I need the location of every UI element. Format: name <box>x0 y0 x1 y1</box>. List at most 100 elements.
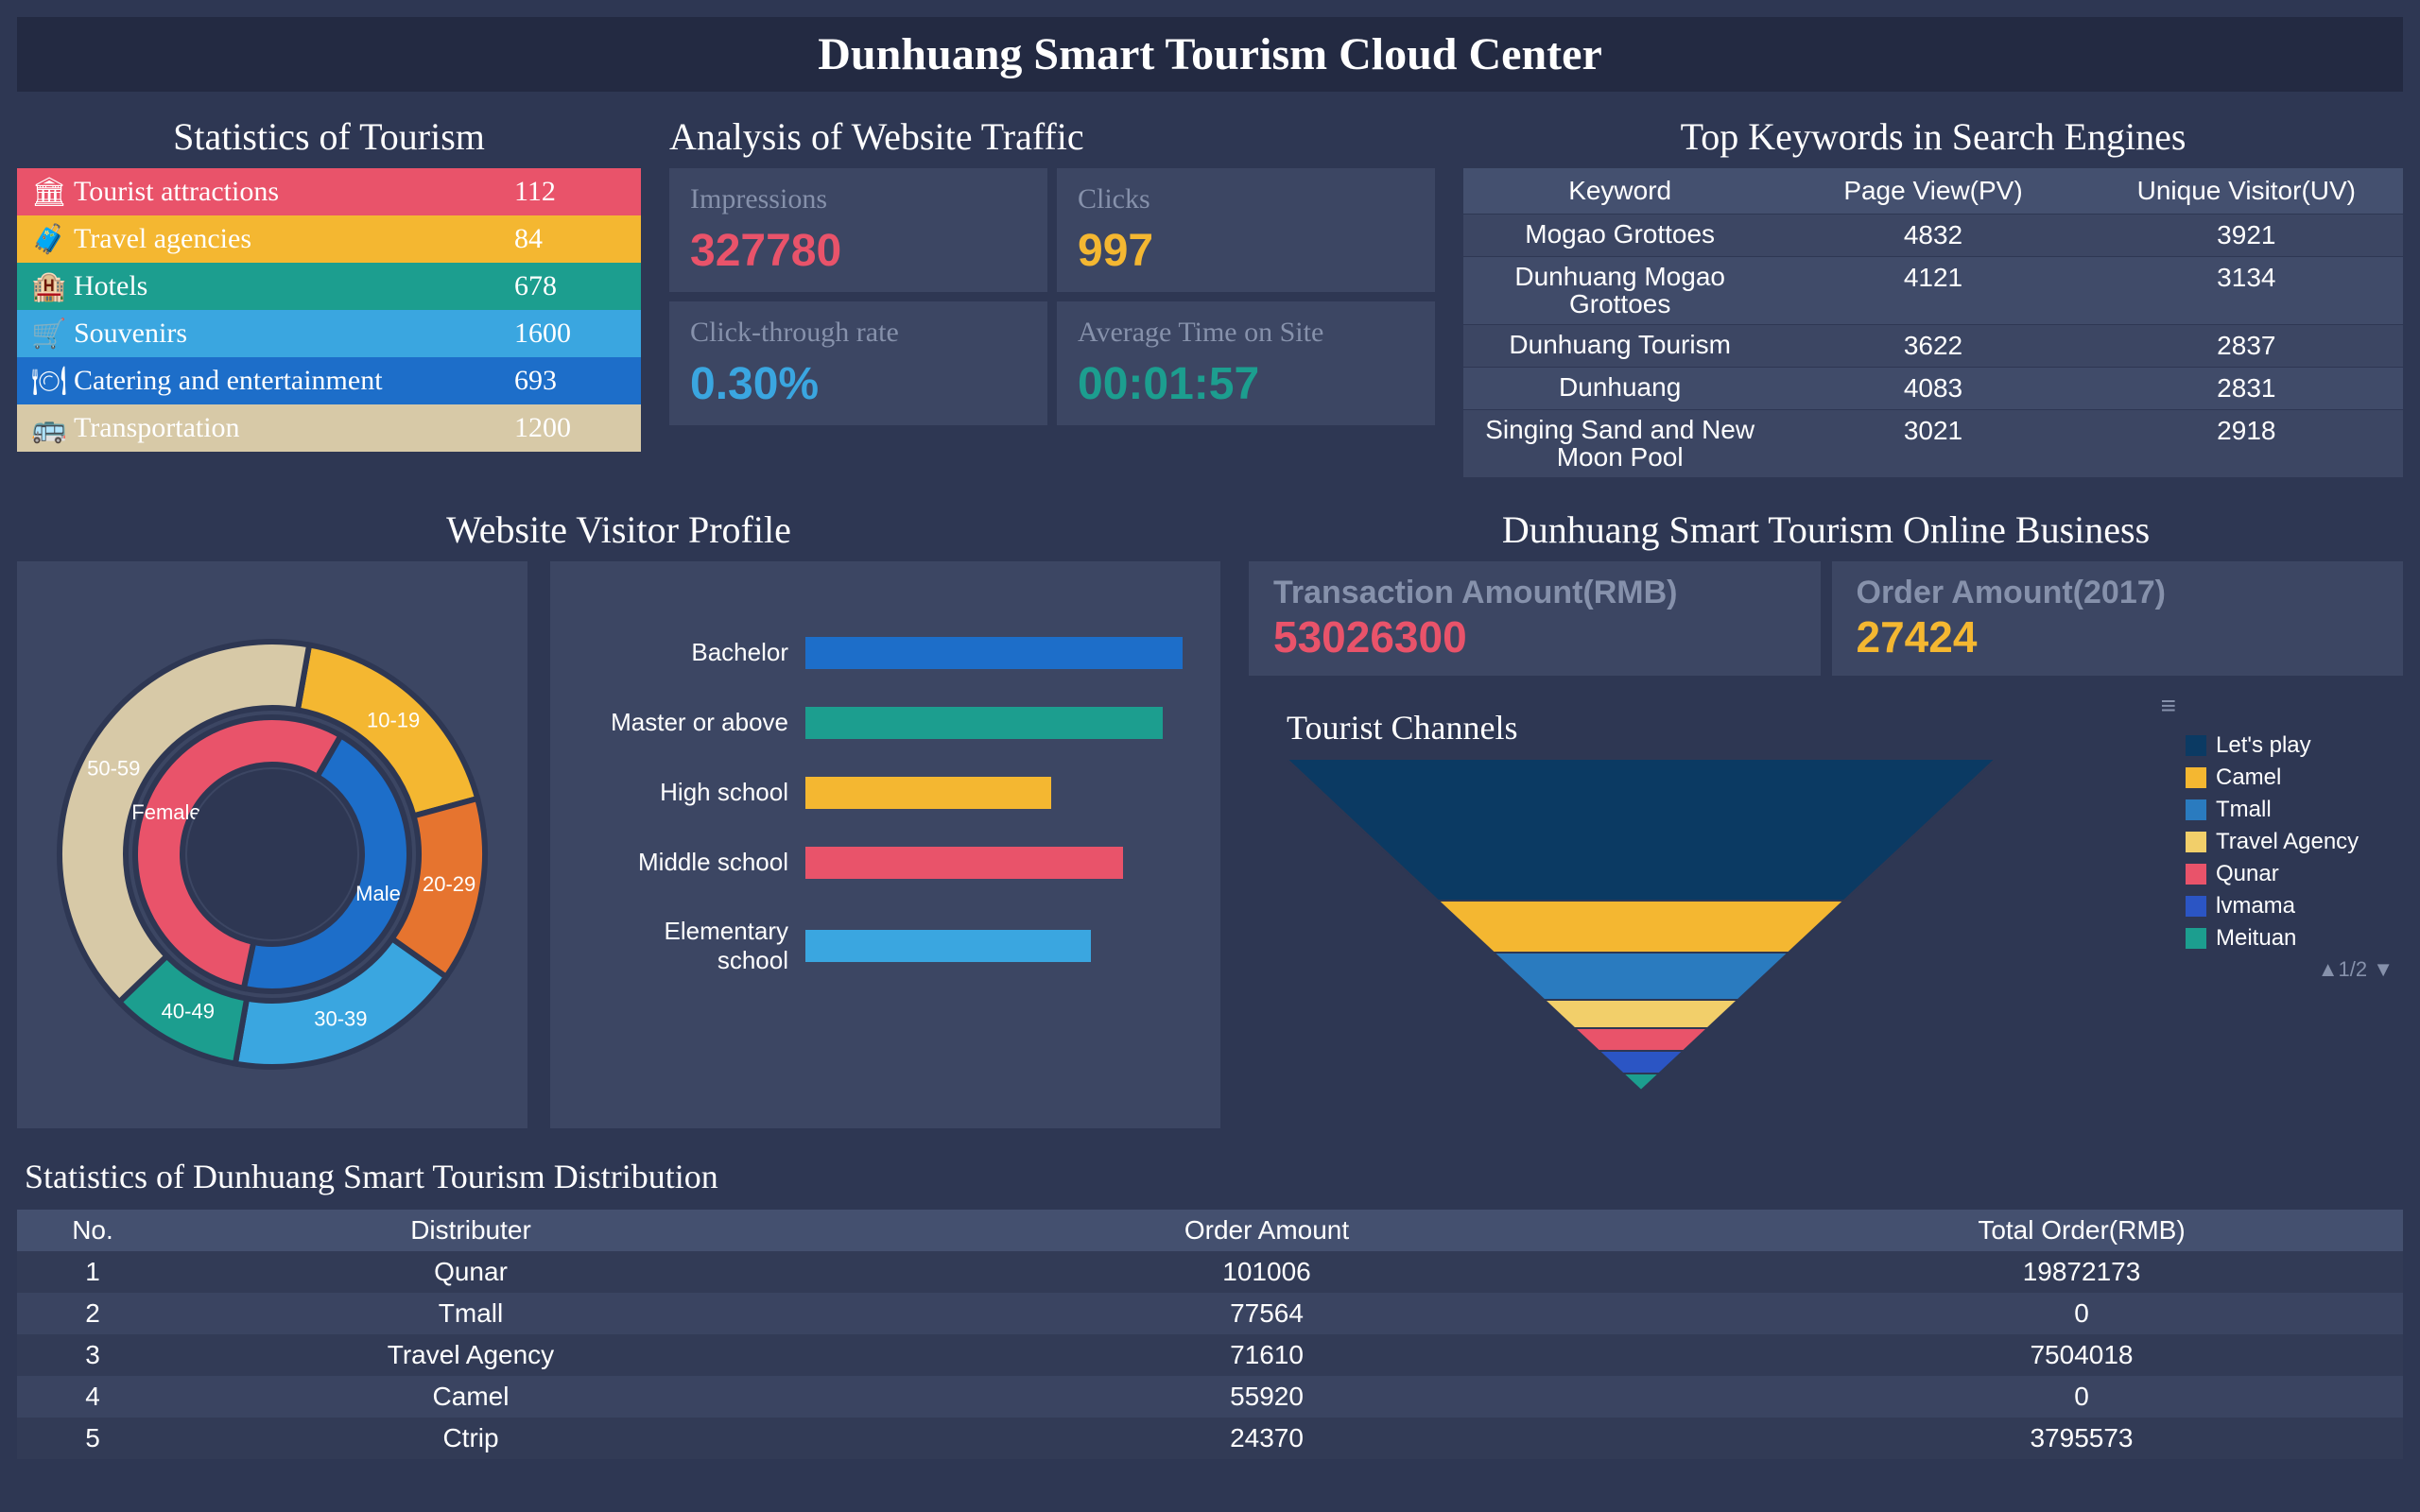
distribution-title: Statistics of Dunhuang Smart Tourism Dis… <box>25 1157 2403 1196</box>
resource-icon: 🍽 <box>30 365 68 398</box>
keywords-panel: Top Keywords in Search Engines KeywordPa… <box>1463 97 2403 477</box>
traffic-card-key: Average Time on Site <box>1078 317 1414 349</box>
kw-col: Page View(PV) <box>1776 176 2089 206</box>
dist-cell: 1 <box>17 1257 168 1287</box>
dist-row[interactable]: 5Ctrip243703795573 <box>17 1418 2403 1459</box>
dist-cell: 5 <box>17 1423 168 1453</box>
kw-row[interactable]: Dunhuang40832831 <box>1463 367 2403 409</box>
dist-cell: 19872173 <box>1760 1257 2403 1287</box>
legend-item[interactable]: Camel <box>2186 765 2403 791</box>
business-panel: Dunhuang Smart Tourism Online Business T… <box>1249 490 2403 1128</box>
kw-cell: 2837 <box>2090 331 2403 361</box>
dist-cell: 24370 <box>773 1423 1760 1453</box>
dist-row[interactable]: 4Camel559200 <box>17 1376 2403 1418</box>
legend-label: Qunar <box>2216 861 2279 887</box>
kw-cell: 4121 <box>1776 263 2089 318</box>
traffic-card-key: Clicks <box>1078 183 1414 215</box>
resource-icon: 🧳 <box>30 223 68 256</box>
svg-text:10-19: 10-19 <box>367 708 420 731</box>
traffic-card-value: 997 <box>1078 225 1414 277</box>
distribution-panel: Statistics of Dunhuang Smart Tourism Dis… <box>17 1157 2403 1459</box>
resource-value: 84 <box>514 223 628 255</box>
edu-bar-label: Master or above <box>588 708 805 737</box>
dist-cell: Qunar <box>168 1257 773 1287</box>
edu-bar <box>805 847 1123 879</box>
biz-card: Order Amount(2017) 27424 <box>1832 561 2404 676</box>
legend-swatch <box>2186 928 2206 949</box>
dist-cell: 101006 <box>773 1257 1760 1287</box>
biz-card: Transaction Amount(RMB) 53026300 <box>1249 561 1821 676</box>
menu-icon[interactable]: ≡ <box>2161 698 2176 714</box>
svg-text:40-49: 40-49 <box>162 999 215 1022</box>
kw-cell: Dunhuang Tourism <box>1463 331 1776 361</box>
resource-label: Souvenirs <box>68 318 514 350</box>
edu-bar-row: High school <box>588 777 1183 809</box>
legend-pager[interactable]: ▲1/2 ▼ <box>2186 957 2403 982</box>
resource-value: 678 <box>514 270 628 302</box>
dist-cell: 2 <box>17 1298 168 1329</box>
dist-cell: 55920 <box>773 1382 1760 1412</box>
resource-row[interactable]: 🏛 Tourist attractions 112 <box>17 168 641 215</box>
resource-row[interactable]: 🧳 Travel agencies 84 <box>17 215 641 263</box>
resources-panel: Statistics of Tourism 🏛 Tourist attracti… <box>17 97 641 477</box>
legend-item[interactable]: Qunar <box>2186 861 2403 887</box>
dist-cell: 77564 <box>773 1298 1760 1329</box>
edu-bar-label: Elementary school <box>588 917 805 975</box>
legend-item[interactable]: Tmall <box>2186 797 2403 823</box>
traffic-card: Click-through rate 0.30% <box>669 301 1047 425</box>
edu-bar <box>805 930 1091 962</box>
kw-row[interactable]: Dunhuang Mogao Grottoes41213134 <box>1463 256 2403 324</box>
edu-bar-row: Middle school <box>588 847 1183 879</box>
legend-label: lvmama <box>2216 893 2295 919</box>
dist-row[interactable]: 1Qunar10100619872173 <box>17 1251 2403 1293</box>
dist-row[interactable]: 3Travel Agency716107504018 <box>17 1334 2403 1376</box>
legend-item[interactable]: Let's play <box>2186 732 2403 759</box>
edu-bar-row: Master or above <box>588 707 1183 739</box>
funnel-legend: Let's play Camel Tmall Travel Agency Qun… <box>2186 698 2403 1123</box>
legend-label: Meituan <box>2216 925 2296 952</box>
biz-card-value: 27424 <box>1857 611 2379 662</box>
traffic-card-key: Impressions <box>690 183 1027 215</box>
dist-col: No. <box>17 1215 168 1246</box>
svg-text:Female: Female <box>131 799 200 823</box>
legend-item[interactable]: Travel Agency <box>2186 829 2403 855</box>
kw-col: Keyword <box>1463 176 1776 206</box>
resource-value: 1600 <box>514 318 628 350</box>
resource-icon: 🛒 <box>30 318 68 351</box>
kw-row[interactable]: Mogao Grottoes48323921 <box>1463 214 2403 256</box>
resource-icon: 🏛 <box>30 176 68 209</box>
traffic-card: Impressions 327780 <box>669 168 1047 292</box>
legend-item[interactable]: lvmama <box>2186 893 2403 919</box>
resource-row[interactable]: 🛒 Souvenirs 1600 <box>17 310 641 357</box>
kw-cell: 3622 <box>1776 331 2089 361</box>
edu-bar-row: Elementary school <box>588 917 1183 975</box>
legend-item[interactable]: Meituan <box>2186 925 2403 952</box>
donut-chart: 10-1920-2930-3940-4950-59MaleFemale <box>17 561 527 1128</box>
profile-title: Website Visitor Profile <box>17 507 1220 552</box>
traffic-card-value: 0.30% <box>690 358 1027 410</box>
kw-cell: 3134 <box>2090 263 2403 318</box>
resources-title: Statistics of Tourism <box>17 114 641 159</box>
legend-label: Camel <box>2216 765 2281 791</box>
resource-value: 1200 <box>514 412 628 444</box>
biz-card-key: Order Amount(2017) <box>1857 575 2379 611</box>
traffic-card: Average Time on Site 00:01:57 <box>1057 301 1435 425</box>
legend-swatch <box>2186 832 2206 852</box>
resource-row[interactable]: 🏨 Hotels 678 <box>17 263 641 310</box>
svg-text:Male: Male <box>355 881 401 904</box>
dist-row[interactable]: 2Tmall775640 <box>17 1293 2403 1334</box>
kw-cell: 2918 <box>2090 416 2403 472</box>
legend-swatch <box>2186 799 2206 820</box>
kw-cell: 2831 <box>2090 373 2403 404</box>
dist-col: Distributer <box>168 1215 773 1246</box>
resource-row[interactable]: 🚌 Transportation 1200 <box>17 404 641 452</box>
kw-cell: 3921 <box>2090 220 2403 250</box>
dist-cell: Camel <box>168 1382 773 1412</box>
kw-col: Unique Visitor(UV) <box>2090 176 2403 206</box>
funnel-chart: ≡ Tourist Channels <box>1249 698 2186 1123</box>
dist-cell: 0 <box>1760 1298 2403 1329</box>
kw-row[interactable]: Singing Sand and New Moon Pool30212918 <box>1463 409 2403 477</box>
resource-row[interactable]: 🍽 Catering and entertainment 693 <box>17 357 641 404</box>
dist-cell: 3795573 <box>1760 1423 2403 1453</box>
kw-row[interactable]: Dunhuang Tourism36222837 <box>1463 324 2403 367</box>
